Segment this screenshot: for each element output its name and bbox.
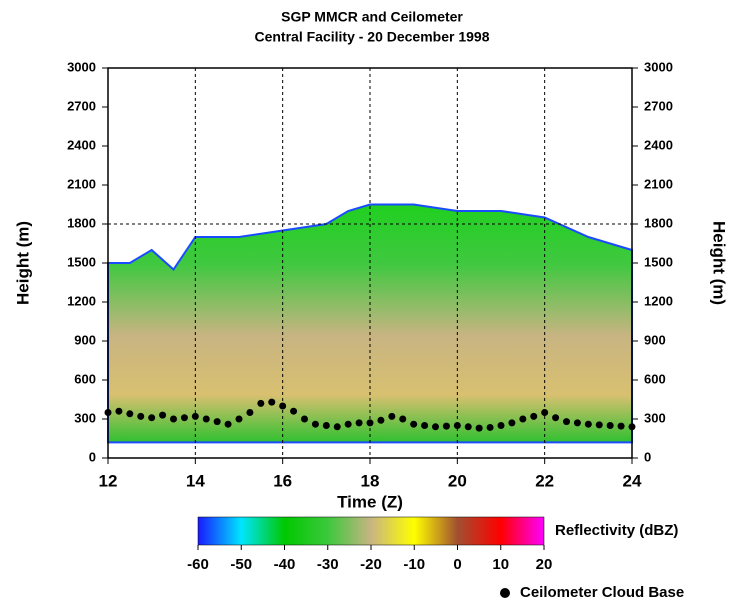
colorbar-tick-label: -40 (274, 556, 296, 573)
data-point (563, 418, 570, 426)
y-axis-label: Height (m) (13, 221, 32, 305)
y-tick-label: 600 (74, 371, 96, 386)
colorbar-label: Reflectivity (dBZ) (555, 522, 678, 539)
data-point (606, 422, 614, 429)
y2-tick-label: 3000 (644, 59, 673, 74)
y-tick-label: 300 (74, 410, 96, 425)
data-point (552, 414, 560, 422)
y2-tick-label: 2700 (644, 98, 673, 113)
y-tick-label: 1500 (67, 254, 96, 269)
chart-subtitle: Central Facility - 20 December 1998 (254, 29, 489, 45)
data-point (628, 423, 636, 431)
data-point (475, 424, 483, 432)
y-tick-label: 0 (89, 449, 96, 464)
data-point (344, 420, 352, 428)
data-point (137, 412, 145, 420)
y-tick-label: 2100 (67, 176, 96, 191)
data-point (246, 409, 254, 416)
data-point (126, 410, 134, 418)
data-point (104, 409, 112, 416)
data-point (301, 415, 308, 423)
data-point (421, 422, 429, 429)
data-point (541, 409, 549, 416)
y2-tick-label: 1500 (644, 254, 673, 269)
x-tick-label: 12 (99, 471, 118, 490)
y-tick-label: 2400 (67, 137, 96, 152)
data-point (115, 407, 123, 415)
data-point (617, 422, 625, 430)
y2-tick-label: 300 (644, 410, 666, 425)
data-point (148, 414, 156, 422)
y-tick-label: 1200 (67, 293, 96, 308)
data-point (268, 398, 276, 406)
data-point (377, 416, 385, 424)
y-tick-label: 2700 (67, 98, 96, 113)
colorbar-tick-label: -60 (187, 556, 209, 573)
data-point (486, 423, 494, 431)
y2-tick-label: 2100 (644, 176, 673, 191)
colorbar (197, 516, 545, 546)
legend-label: Ceilometer Cloud Base (520, 584, 684, 601)
legend-marker (500, 588, 510, 598)
y2-tick-label: 900 (644, 332, 666, 347)
data-point (573, 419, 581, 427)
y-tick-label: 900 (74, 332, 96, 347)
data-point (202, 415, 210, 423)
x-tick-label: 24 (623, 471, 642, 490)
colorbar-tick-label: -20 (360, 556, 382, 573)
y2-tick-label: 0 (644, 449, 651, 464)
data-point (322, 422, 330, 429)
y2-tick-label: 600 (644, 371, 666, 386)
data-point (180, 414, 188, 422)
x-tick-label: 14 (186, 471, 205, 490)
data-point (213, 418, 221, 426)
data-point (235, 415, 243, 423)
data-point (279, 402, 287, 410)
colorbar-tick-label: -30 (317, 556, 339, 573)
data-point (595, 421, 603, 429)
colorbar-tick-label: -50 (230, 556, 252, 573)
data-point (159, 411, 167, 419)
y2-tick-label: 2400 (644, 137, 673, 152)
data-point (399, 415, 407, 423)
data-point (191, 412, 199, 420)
y2-tick-label: 1800 (644, 215, 673, 230)
data-point (453, 422, 461, 429)
x-tick-label: 22 (535, 471, 554, 490)
data-point (170, 415, 177, 423)
data-point (311, 420, 319, 428)
data-point (355, 419, 363, 427)
data-point (584, 420, 592, 428)
y2-tick-label: 1200 (644, 293, 673, 308)
y2-axis-label: Height (m) (710, 221, 729, 305)
x-axis-label: Time (Z) (337, 492, 403, 511)
y-tick-label: 1800 (67, 215, 96, 230)
data-point (410, 420, 418, 428)
data-point (432, 423, 439, 431)
colorbar-tick-label: 0 (453, 556, 461, 573)
x-tick-label: 16 (273, 471, 292, 490)
colorbar-tick-label: 10 (492, 556, 509, 573)
data-point (290, 407, 298, 415)
data-point (366, 419, 374, 427)
colorbar-tick-label: 20 (536, 556, 553, 573)
data-point (508, 419, 516, 427)
colorbar-tick-label: -10 (403, 556, 425, 573)
data-point (257, 399, 265, 407)
data-point (224, 420, 232, 428)
data-point (333, 423, 341, 431)
data-point (442, 422, 450, 430)
chart-title: SGP MMCR and Ceilometer (281, 9, 463, 25)
data-point (497, 422, 505, 429)
data-point (464, 423, 472, 431)
x-tick-label: 20 (448, 471, 467, 490)
x-tick-label: 18 (361, 471, 380, 490)
data-point (388, 412, 396, 420)
data-point (530, 412, 538, 420)
data-point (519, 415, 527, 423)
y-tick-label: 3000 (67, 59, 96, 74)
